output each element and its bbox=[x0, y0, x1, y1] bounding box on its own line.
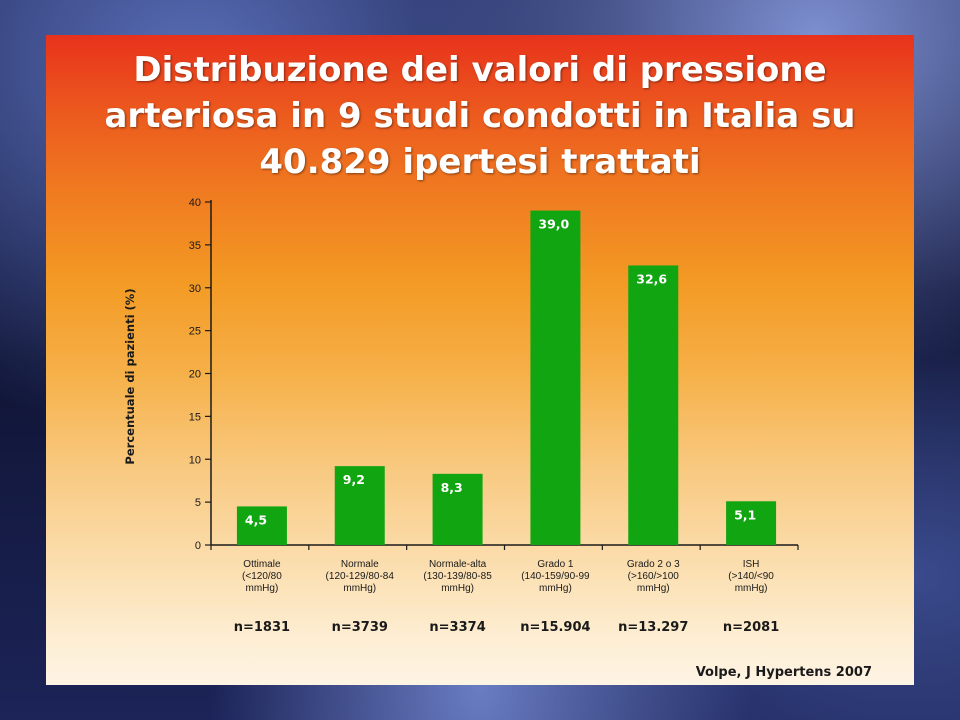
x-category-label: (120-129/80-84 bbox=[326, 571, 395, 582]
y-tick-label: 15 bbox=[189, 411, 201, 423]
labels: 0 5 10 15 20 25 30 35 40 Percentuale di pazienti … bbox=[123, 197, 779, 635]
y-tick-label: 0 bbox=[195, 540, 201, 552]
y-tick-label: 30 bbox=[189, 283, 201, 295]
source-citation: Volpe, J Hypertens 2007 bbox=[695, 665, 872, 680]
n-label: n=2081 bbox=[723, 620, 779, 635]
x-category-label: mmHg) bbox=[441, 583, 474, 594]
x-category-label: Normale-alta bbox=[429, 559, 487, 570]
n-label: n=13.297 bbox=[618, 620, 688, 635]
bar bbox=[628, 265, 679, 545]
x-category-label: (130-139/80-85 bbox=[423, 571, 492, 582]
title-line-1: Distribuzione dei valori di pressione bbox=[133, 50, 827, 90]
axes bbox=[205, 200, 799, 550]
y-tick-label: 10 bbox=[189, 454, 201, 466]
bar-value-label: 32,6 bbox=[636, 271, 667, 286]
y-tick-label: 40 bbox=[189, 197, 201, 209]
x-category-label: (<120/80 bbox=[242, 571, 282, 582]
y-tick-label: 20 bbox=[189, 369, 201, 381]
x-category-label: mmHg) bbox=[246, 583, 279, 594]
x-category-label: mmHg) bbox=[637, 583, 670, 594]
y-tick-label: 25 bbox=[189, 326, 201, 338]
bar bbox=[530, 210, 581, 545]
bar bbox=[236, 506, 287, 545]
x-category-label: ISH bbox=[743, 559, 760, 570]
x-category-label: Grado 2 o 3 bbox=[627, 559, 680, 570]
bar bbox=[726, 501, 777, 545]
x-category-label: (>140/<90 bbox=[728, 571, 774, 582]
bar-value-label: 9,2 bbox=[343, 472, 365, 487]
title-line-2: arteriosa in 9 studi condotti in Italia … bbox=[104, 96, 856, 136]
bars bbox=[236, 210, 777, 545]
bar-value-label: 4,5 bbox=[245, 512, 267, 527]
slide-title: Distribuzione dei valori di pressione ar… bbox=[46, 47, 914, 185]
slide: Distribuzione dei valori di pressione ar… bbox=[46, 35, 914, 685]
title-line-3: 40.829 ipertesi trattati bbox=[259, 142, 701, 182]
bar-value-label: 39,0 bbox=[538, 217, 569, 232]
y-tick-label: 35 bbox=[189, 240, 201, 252]
x-category-label: Normale bbox=[341, 559, 379, 570]
bar bbox=[334, 466, 385, 545]
bar-value-label: 8,3 bbox=[441, 480, 463, 495]
y-tick-label: 5 bbox=[195, 497, 201, 509]
x-category-label: mmHg) bbox=[735, 583, 768, 594]
x-category-label: (140-159/90-99 bbox=[521, 571, 590, 582]
x-category-label: Ottimale bbox=[243, 559, 281, 570]
x-category-label: mmHg) bbox=[539, 583, 572, 594]
bar bbox=[432, 473, 483, 545]
n-label: n=1831 bbox=[234, 620, 290, 635]
n-label: n=3739 bbox=[332, 620, 388, 635]
n-label: n=15.904 bbox=[520, 620, 590, 635]
n-label: n=3374 bbox=[429, 620, 485, 635]
x-category-label: (>160/>100 bbox=[628, 571, 680, 582]
bar-value-label: 5,1 bbox=[734, 507, 756, 522]
x-category-label: Grado 1 bbox=[537, 559, 574, 570]
x-category-label: mmHg) bbox=[343, 583, 376, 594]
bar-chart: 0 5 10 15 20 25 30 35 40 Percentuale di pazienti … bbox=[123, 197, 799, 635]
y-axis-title: Percentuale di pazienti (%) bbox=[123, 288, 137, 464]
